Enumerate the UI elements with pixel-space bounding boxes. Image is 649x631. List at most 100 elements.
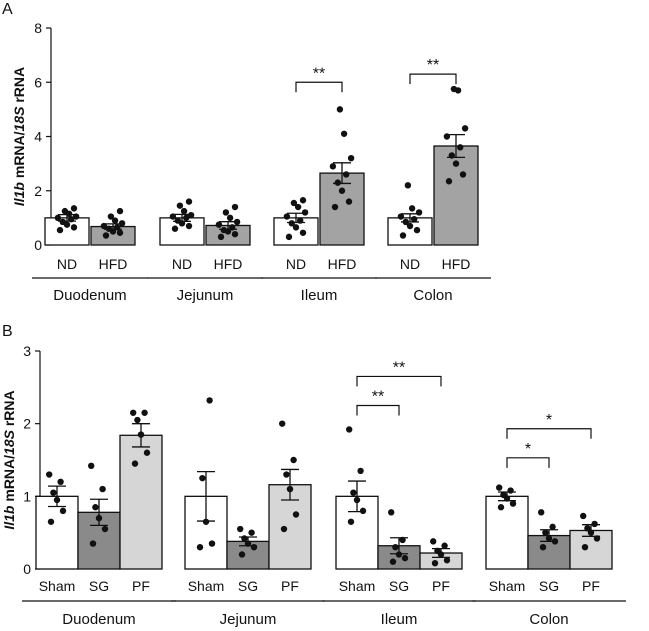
bar-label: HFD [99, 256, 128, 272]
significance-label: ** [427, 57, 439, 74]
significance-label: * [546, 412, 552, 429]
data-point [88, 462, 95, 470]
data-point [283, 213, 291, 220]
data-point [141, 409, 148, 416]
data-point [580, 512, 587, 520]
significance-label: ** [393, 359, 405, 376]
data-point [496, 484, 503, 491]
data-point [137, 431, 145, 438]
data-point [180, 207, 188, 215]
bar-label: SG [389, 578, 409, 594]
data-point [202, 518, 210, 525]
y-tick-label: 2 [34, 183, 42, 199]
data-point [593, 535, 601, 542]
bracket-line [506, 428, 592, 439]
data-point [292, 511, 300, 518]
data-point [357, 467, 364, 475]
y-tick-label: 2 [23, 416, 31, 432]
data-point [294, 203, 302, 211]
data-point [350, 489, 357, 496]
data-point [397, 213, 405, 220]
data-point [231, 230, 239, 238]
data-point [457, 144, 464, 151]
group-label: Duodenum [62, 611, 135, 628]
y-axis-label-part: Il1b [1, 505, 17, 530]
bar-label: ND [286, 256, 306, 272]
data-point [331, 203, 339, 211]
group-label: Ileum [301, 287, 338, 304]
y-tick-label: 4 [34, 129, 42, 145]
panel-label: B [2, 323, 13, 340]
data-point [101, 525, 109, 533]
data-point [54, 214, 62, 222]
bar-label: ND [172, 256, 192, 272]
significance-bracket: ** [295, 65, 343, 93]
data-point [206, 397, 213, 404]
data-point [215, 221, 223, 228]
data-point [286, 485, 294, 493]
data-point [450, 85, 458, 93]
bar-label: HFD [328, 256, 357, 272]
data-point [238, 551, 246, 558]
data-point [118, 220, 126, 227]
panel-a-chart: A 0 2 4 6 8 Il1b mRNA/18S rRNA ND HFD Duodenum ND H… [2, 1, 491, 304]
data-point [545, 535, 553, 542]
data-point [171, 225, 179, 232]
data-point [443, 133, 451, 140]
data-point [389, 558, 397, 565]
data-point [174, 217, 181, 224]
data-point [285, 233, 293, 241]
data-point [392, 544, 399, 551]
data-point [500, 491, 507, 499]
data-point [102, 232, 110, 239]
data-point [587, 529, 595, 536]
bar-label: ND [57, 256, 77, 272]
data-point [329, 163, 337, 170]
y-axis-label: Il1b mRNA/18S rRNA [1, 390, 17, 529]
bracket-line [356, 404, 400, 416]
data-point [507, 487, 514, 494]
data-point [584, 525, 591, 532]
data-point [226, 214, 234, 222]
data-point [222, 209, 230, 216]
data-point [347, 155, 355, 162]
data-point [176, 202, 184, 209]
y-tick-label: 3 [23, 343, 31, 359]
data-point [183, 214, 190, 222]
data-point [336, 106, 344, 113]
data-point [549, 523, 556, 531]
data-point [208, 540, 216, 547]
data-point [68, 216, 75, 223]
y-axis-label-part: 18S [1, 429, 17, 455]
data-point [59, 507, 67, 515]
data-point [395, 551, 403, 558]
data-point [509, 500, 517, 507]
data-point [359, 507, 367, 515]
significance-bracket: ** [356, 389, 400, 416]
data-point [297, 217, 304, 224]
data-point [134, 416, 141, 424]
data-point [413, 226, 421, 234]
bar-label: Sham [188, 578, 225, 594]
data-point [95, 514, 103, 522]
significance-bracket: ** [409, 57, 457, 85]
data-point [185, 198, 193, 205]
data-point [217, 233, 225, 241]
significance-label: * [525, 441, 531, 458]
data-point [538, 509, 545, 516]
data-point [434, 547, 441, 555]
data-point [130, 409, 137, 416]
data-point [345, 198, 353, 205]
data-point [46, 471, 53, 478]
data-point [89, 540, 97, 547]
data-point [187, 211, 195, 219]
data-point [61, 207, 69, 215]
data-point [169, 213, 177, 220]
data-point [497, 504, 505, 511]
significance-label: ** [313, 65, 325, 82]
data-point [401, 554, 409, 562]
data-point [461, 125, 469, 132]
group-label: Colon [529, 611, 568, 628]
data-point [53, 496, 61, 504]
